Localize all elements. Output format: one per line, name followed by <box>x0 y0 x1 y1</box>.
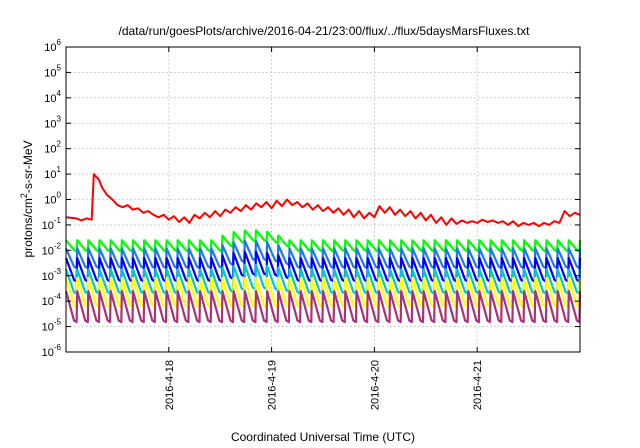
y-tick-label: 106 <box>44 38 61 54</box>
y-tick-label: 105 <box>44 63 61 79</box>
y-tick-label: 101 <box>44 165 61 181</box>
x-axis-label: Coordinated Universal Time (UTC) <box>231 430 415 444</box>
x-axis: 2016-4-18 2016-4-19 2016-4-20 2016-4-21 <box>164 47 484 410</box>
series-group <box>64 173 582 324</box>
y-axis: 10-6 10-5 10-4 10-3 10-2 10-1 100 101 102 103 104 1… <box>42 38 580 359</box>
x-tick-label: 2016-4-21 <box>472 360 484 410</box>
y-tick-label: 10-5 <box>42 318 62 334</box>
y-tick-label: 10-6 <box>42 343 62 359</box>
y-axis-label: protons/cm2-s-sr-MeV <box>19 140 35 257</box>
y-tick-label: 10-4 <box>42 292 62 308</box>
y-tick-label: 103 <box>44 114 61 130</box>
y-tick-label: 10-2 <box>42 241 62 257</box>
y-tick-label: 10-1 <box>42 216 62 232</box>
x-tick-label: 2016-4-20 <box>369 360 381 410</box>
series-line-7 <box>64 290 582 324</box>
y-tick-label: 100 <box>44 191 61 207</box>
series-line-1 <box>65 173 581 228</box>
y-tick-label: 104 <box>44 89 61 105</box>
x-tick-label: 2016-4-19 <box>267 360 279 410</box>
x-tick-label: 2016-4-18 <box>164 360 176 410</box>
y-tick-label: 10-3 <box>42 267 62 283</box>
chart-title: /data/run/goesPlots/archive/2016-04-21/2… <box>119 24 531 38</box>
y-tick-label: 102 <box>44 140 61 156</box>
